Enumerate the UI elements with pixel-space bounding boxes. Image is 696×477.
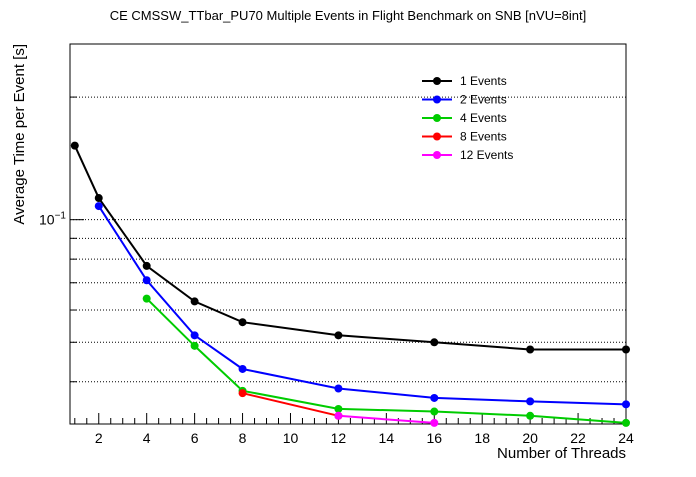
data-point: [526, 345, 535, 354]
y-tick-label: 10−1: [39, 211, 66, 228]
data-point: [430, 407, 439, 416]
legend-item: 12 Events: [422, 148, 513, 162]
data-point: [334, 411, 343, 420]
data-point: [238, 318, 247, 327]
legend-marker: [433, 132, 441, 141]
data-point: [622, 400, 630, 409]
x-tick-label: 6: [191, 430, 199, 446]
data-point: [526, 411, 535, 420]
data-point: [142, 294, 151, 303]
legend-label: 4 Events: [460, 111, 507, 125]
legend-label: 1 Events: [460, 74, 507, 88]
x-tick-label: 4: [143, 430, 151, 446]
legend-label: 8 Events: [460, 130, 507, 144]
data-point: [94, 194, 103, 203]
data-point: [430, 393, 439, 402]
legend-item: 4 Events: [422, 111, 507, 125]
series-line: [242, 392, 339, 417]
legend-label: 2 Events: [460, 93, 507, 107]
data-point: [238, 389, 247, 398]
data-point: [190, 297, 199, 306]
series-line: [97, 205, 627, 406]
data-point: [70, 141, 79, 150]
y-axis-title: Average Time per Event [s]: [11, 44, 28, 225]
axis-ticks: 10−12 4 6 8 10 12 14 16 18 20 22 24: [39, 96, 634, 446]
data-point: [334, 331, 343, 340]
data-point: [94, 202, 103, 211]
data-point: [430, 418, 439, 427]
legend-marker: [433, 151, 441, 159]
x-axis-title: Number of Threads: [497, 445, 626, 462]
plot-frame: [69, 43, 627, 425]
data-point: [190, 341, 199, 350]
series-2: [94, 202, 630, 409]
x-tick-label: 18: [474, 430, 490, 446]
legend-marker: [433, 95, 441, 104]
legend-marker: [433, 77, 441, 85]
chart-title: CE CMSSW_TTbar_PU70 Multiple Events in F…: [110, 8, 587, 23]
data-point: [334, 384, 343, 393]
data-point: [622, 418, 630, 427]
x-tick-label: 10: [283, 430, 299, 446]
series: [70, 141, 630, 427]
data-point: [334, 404, 343, 413]
legend: 1 Events 2 Events 4 Events 8 Events 12 Event…: [422, 74, 513, 162]
data-point: [430, 338, 439, 347]
data-point: [142, 276, 151, 285]
x-tick-label: 20: [522, 430, 538, 446]
series-5: [334, 411, 439, 427]
series-line: [338, 414, 435, 424]
series-1: [70, 141, 630, 354]
x-tick-label: 12: [331, 430, 347, 446]
data-point: [622, 345, 630, 354]
data-point: [190, 331, 199, 340]
legend-item: 8 Events: [422, 130, 507, 144]
legend-item: 1 Events: [422, 74, 507, 88]
x-tick-label: 24: [618, 430, 634, 446]
x-tick-label: 14: [379, 430, 395, 446]
legend-label: 12 Events: [460, 148, 513, 162]
legend-item: 2 Events: [422, 93, 507, 107]
data-point: [142, 261, 151, 270]
x-tick-label: 2: [95, 430, 103, 446]
data-point: [526, 397, 535, 406]
x-tick-label: 8: [239, 430, 247, 446]
data-point: [238, 364, 247, 373]
x-tick-label: 22: [570, 430, 586, 446]
x-tick-label: 16: [426, 430, 442, 446]
legend-marker: [433, 114, 441, 122]
